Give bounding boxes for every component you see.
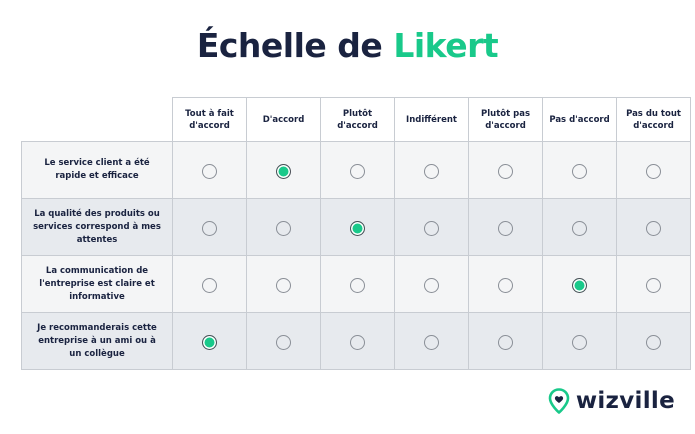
rating-cell [246,141,321,199]
rating-cell [246,312,321,370]
rating-cell [246,255,321,313]
rating-cell [172,141,247,199]
statement-label: Le service client a été rapide et effica… [21,141,173,199]
radio-button[interactable] [276,334,291,350]
radio-button-selected[interactable] [276,163,291,179]
radio-button[interactable] [424,277,439,293]
rating-cell [320,312,395,370]
column-header: Plutôt d'accord [320,97,395,142]
radio-button[interactable] [572,334,587,350]
likert-table: Tout à fait d'accord D'accord Plutôt d'a… [21,97,691,370]
radio-button[interactable] [646,334,661,350]
radio-button[interactable] [424,334,439,350]
brand-name: wizville [575,388,675,414]
radio-button[interactable] [350,163,365,179]
radio-button[interactable] [498,277,513,293]
statement-label: Je recommanderais cette entreprise à un … [21,312,173,370]
radio-button[interactable] [646,220,661,236]
statement-label: La communication de l'entreprise est cla… [21,255,173,313]
rating-cell [468,141,543,199]
radio-button[interactable] [498,334,513,350]
rating-cell [616,198,691,256]
header-row: Tout à fait d'accord D'accord Plutôt d'a… [22,97,691,142]
rating-cell [320,255,395,313]
table-row: Je recommanderais cette entreprise à un … [21,312,691,370]
radio-button[interactable] [424,163,439,179]
column-header: Indifférent [394,97,469,142]
rating-cell [246,198,321,256]
radio-button[interactable] [498,163,513,179]
corner-cell [22,98,173,142]
title-part-1: Échelle de [196,26,383,65]
location-pin-heart-icon [548,388,570,414]
radio-button[interactable] [350,334,365,350]
title-part-2: Likert [393,26,499,65]
radio-button[interactable] [424,220,439,236]
page-title: Échelle de Likert [0,26,695,65]
rating-cell [542,141,617,199]
radio-button-selected[interactable] [202,334,217,350]
rating-cell [616,255,691,313]
rating-cell [394,255,469,313]
rating-cell [542,312,617,370]
table-row: La qualité des produits ou services corr… [21,198,691,256]
radio-button[interactable] [202,163,217,179]
rating-cell [468,312,543,370]
column-header: Tout à fait d'accord [172,97,247,142]
radio-button[interactable] [350,277,365,293]
statement-label: La qualité des produits ou services corr… [21,198,173,256]
rating-cell [320,198,395,256]
column-header: Pas du tout d'accord [616,97,691,142]
radio-button-selected[interactable] [572,277,587,293]
rating-cell [394,312,469,370]
rating-cell [172,312,247,370]
table-row: Le service client a été rapide et effica… [21,141,691,199]
radio-button[interactable] [202,277,217,293]
radio-button[interactable] [276,220,291,236]
rating-cell [320,141,395,199]
radio-button[interactable] [202,220,217,236]
column-header: Pas d'accord [542,97,617,142]
rating-cell [172,255,247,313]
rating-cell [468,255,543,313]
table-row: La communication de l'entreprise est cla… [21,255,691,313]
rating-cell [394,141,469,199]
radio-button[interactable] [276,277,291,293]
column-header: Plutôt pas d'accord [468,97,543,142]
rating-cell [172,198,247,256]
radio-button[interactable] [572,220,587,236]
rating-cell [616,312,691,370]
radio-button[interactable] [498,220,513,236]
radio-button[interactable] [646,277,661,293]
rating-cell [542,198,617,256]
rating-cell [542,255,617,313]
rating-cell [468,198,543,256]
column-header: D'accord [246,97,321,142]
rating-cell [616,141,691,199]
brand-logo: wizville [548,388,675,414]
rating-cell [394,198,469,256]
radio-button[interactable] [572,163,587,179]
radio-button-selected[interactable] [350,220,365,236]
radio-button[interactable] [646,163,661,179]
